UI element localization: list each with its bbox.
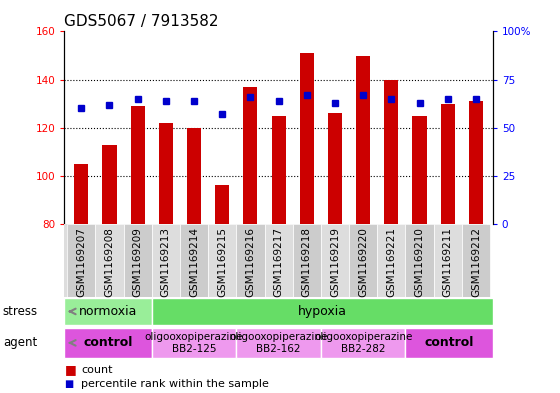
FancyBboxPatch shape: [208, 224, 236, 297]
FancyBboxPatch shape: [433, 224, 462, 297]
Text: GSM1169207: GSM1169207: [76, 227, 86, 297]
Bar: [413, 116, 427, 224]
Bar: [187, 128, 201, 224]
Text: GDS5067 / 7913582: GDS5067 / 7913582: [64, 14, 219, 29]
Bar: [469, 101, 483, 224]
Text: count: count: [81, 365, 113, 375]
Text: ■: ■: [64, 378, 74, 389]
Text: GSM1169220: GSM1169220: [358, 227, 368, 297]
Bar: [215, 185, 229, 224]
Text: normoxia: normoxia: [79, 305, 137, 318]
Bar: [159, 123, 173, 224]
Text: oligooxopiperazine
BB2-125: oligooxopiperazine BB2-125: [145, 332, 243, 354]
Text: GSM1169221: GSM1169221: [386, 227, 396, 297]
FancyBboxPatch shape: [64, 328, 152, 358]
Text: stress: stress: [3, 305, 38, 318]
FancyBboxPatch shape: [462, 224, 490, 297]
FancyBboxPatch shape: [67, 224, 95, 297]
Text: GSM1169217: GSM1169217: [274, 227, 283, 297]
Text: agent: agent: [3, 336, 37, 349]
FancyBboxPatch shape: [321, 328, 405, 358]
Text: ■: ■: [64, 363, 76, 376]
Text: GSM1169218: GSM1169218: [302, 227, 312, 297]
FancyBboxPatch shape: [349, 224, 377, 297]
FancyBboxPatch shape: [64, 224, 487, 297]
Bar: [384, 79, 398, 224]
FancyBboxPatch shape: [321, 224, 349, 297]
FancyBboxPatch shape: [152, 298, 493, 325]
Bar: [356, 55, 370, 224]
Text: GSM1169210: GSM1169210: [414, 227, 424, 297]
FancyBboxPatch shape: [124, 224, 152, 297]
Bar: [74, 164, 88, 224]
Text: GSM1169211: GSM1169211: [443, 227, 452, 297]
FancyBboxPatch shape: [152, 224, 180, 297]
FancyBboxPatch shape: [405, 328, 493, 358]
Text: GSM1169215: GSM1169215: [217, 227, 227, 297]
FancyBboxPatch shape: [264, 224, 293, 297]
Text: GSM1169209: GSM1169209: [133, 227, 143, 297]
Text: GSM1169208: GSM1169208: [105, 227, 114, 297]
Bar: [300, 53, 314, 224]
Text: hypoxia: hypoxia: [298, 305, 347, 318]
Text: oligooxopiperazine
BB2-162: oligooxopiperazine BB2-162: [230, 332, 328, 354]
FancyBboxPatch shape: [180, 224, 208, 297]
Bar: [441, 104, 455, 224]
Text: control: control: [83, 336, 133, 349]
Bar: [272, 116, 286, 224]
FancyBboxPatch shape: [64, 298, 152, 325]
FancyBboxPatch shape: [293, 224, 321, 297]
Text: control: control: [424, 336, 474, 349]
FancyBboxPatch shape: [236, 328, 321, 358]
Bar: [130, 106, 144, 224]
Text: GSM1169219: GSM1169219: [330, 227, 340, 297]
Bar: [244, 87, 258, 224]
FancyBboxPatch shape: [377, 224, 405, 297]
Text: GSM1169216: GSM1169216: [245, 227, 255, 297]
Text: percentile rank within the sample: percentile rank within the sample: [81, 378, 269, 389]
Text: GSM1169212: GSM1169212: [471, 227, 481, 297]
Bar: [328, 113, 342, 224]
FancyBboxPatch shape: [152, 328, 236, 358]
FancyBboxPatch shape: [95, 224, 124, 297]
Text: GSM1169214: GSM1169214: [189, 227, 199, 297]
FancyBboxPatch shape: [236, 224, 264, 297]
FancyBboxPatch shape: [405, 224, 433, 297]
Text: oligooxopiperazine
BB2-282: oligooxopiperazine BB2-282: [314, 332, 412, 354]
Bar: [102, 145, 116, 224]
Text: GSM1169213: GSM1169213: [161, 227, 171, 297]
